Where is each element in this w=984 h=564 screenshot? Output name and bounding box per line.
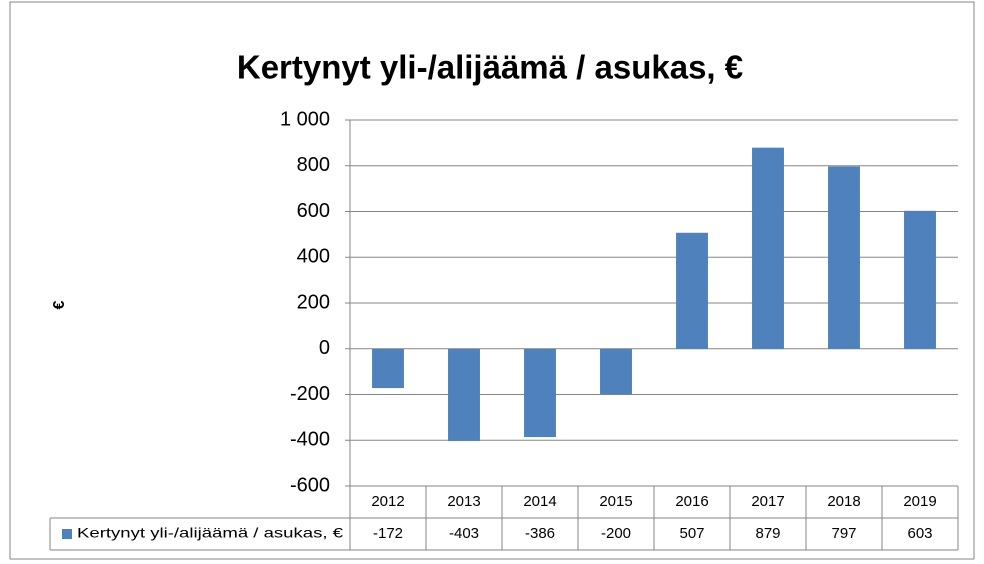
x-tick-label: 2013 xyxy=(447,493,480,510)
x-tick-label: 2018 xyxy=(827,493,860,510)
y-tick-label: -200 xyxy=(290,383,330,405)
bar xyxy=(524,348,556,438)
bar xyxy=(448,348,480,441)
table-value: 879 xyxy=(755,525,780,542)
table-value: 797 xyxy=(831,525,856,542)
y-tick-label: 400 xyxy=(297,246,330,268)
x-tick-label: 2012 xyxy=(371,493,404,510)
bar xyxy=(600,348,632,395)
table-value: -172 xyxy=(373,525,403,542)
x-tick-label: 2016 xyxy=(675,493,708,510)
y-tick-label: 200 xyxy=(297,291,330,313)
table-value: 603 xyxy=(907,525,932,542)
bar xyxy=(676,232,708,349)
bar xyxy=(372,348,404,389)
x-tick-label: 2014 xyxy=(523,493,556,510)
y-tick-label: 600 xyxy=(297,200,330,222)
y-tick-label: 1 000 xyxy=(280,108,330,130)
table-value: -386 xyxy=(525,525,555,542)
y-axis-label: € xyxy=(51,300,68,309)
y-tick-label: 0 xyxy=(319,337,330,359)
y-tick-label: -400 xyxy=(290,429,330,451)
chart-title: Kertynyt yli-/alijäämä / asukas, € xyxy=(237,49,743,86)
legend-key xyxy=(62,529,72,539)
bar xyxy=(904,210,936,349)
x-tick-label: 2015 xyxy=(599,493,632,510)
chart-border xyxy=(9,1,975,560)
x-tick-label: 2017 xyxy=(751,493,784,510)
table-value: 507 xyxy=(679,525,704,542)
bar xyxy=(828,166,860,349)
legend-label: Kertynyt yli-/alijäämä / asukas, € xyxy=(77,525,343,541)
bar xyxy=(752,147,784,349)
table-value: -403 xyxy=(449,525,479,542)
y-tick-label: 800 xyxy=(297,154,330,176)
x-tick-label: 2019 xyxy=(903,493,936,510)
table-value: -200 xyxy=(601,525,631,542)
y-tick-label: -600 xyxy=(290,474,330,496)
